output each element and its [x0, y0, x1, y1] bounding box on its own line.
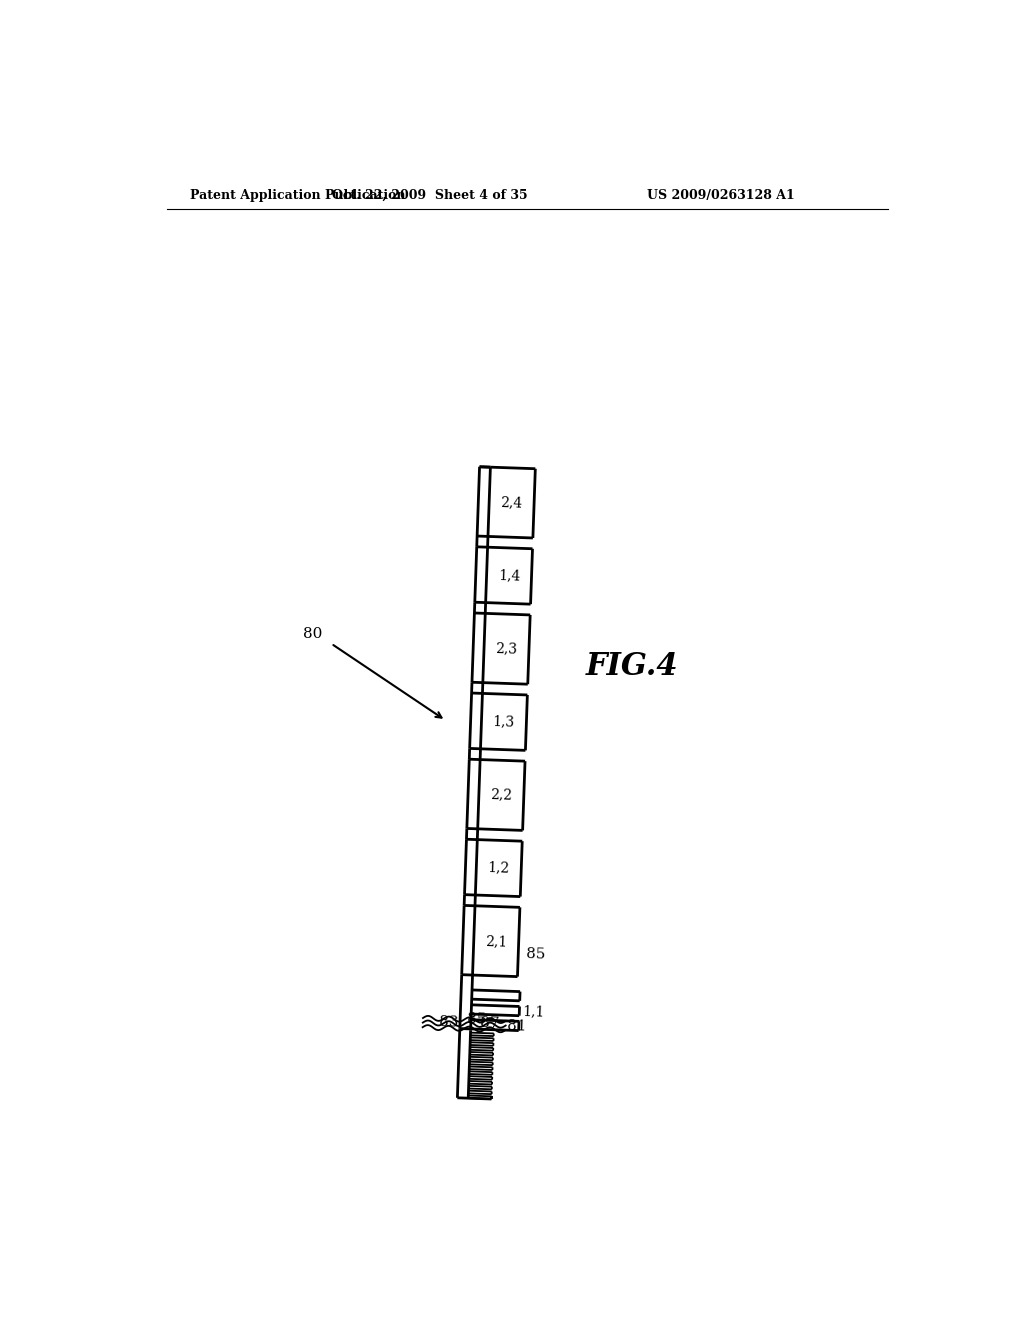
- Text: Patent Application Publication: Patent Application Publication: [190, 189, 406, 202]
- Text: 83: 83: [438, 1015, 459, 1030]
- Text: 81: 81: [507, 1019, 527, 1034]
- Text: 2,1: 2,1: [485, 933, 508, 949]
- Text: 1,1: 1,1: [522, 1005, 545, 1019]
- Text: 1,4: 1,4: [498, 569, 520, 583]
- Text: Oct. 22, 2009  Sheet 4 of 35: Oct. 22, 2009 Sheet 4 of 35: [333, 189, 528, 202]
- Text: 87: 87: [480, 1016, 500, 1031]
- Text: FIG.4: FIG.4: [586, 651, 678, 682]
- Text: 1,3: 1,3: [493, 714, 515, 729]
- Text: 80: 80: [303, 627, 323, 642]
- Text: 1,2: 1,2: [487, 861, 510, 875]
- Text: 85: 85: [467, 1012, 487, 1027]
- Text: 2,4: 2,4: [501, 495, 523, 510]
- Text: 2,2: 2,2: [490, 788, 513, 803]
- Text: 2,3: 2,3: [496, 642, 518, 656]
- Text: 85: 85: [525, 946, 545, 961]
- Text: US 2009/0263128 A1: US 2009/0263128 A1: [647, 189, 795, 202]
